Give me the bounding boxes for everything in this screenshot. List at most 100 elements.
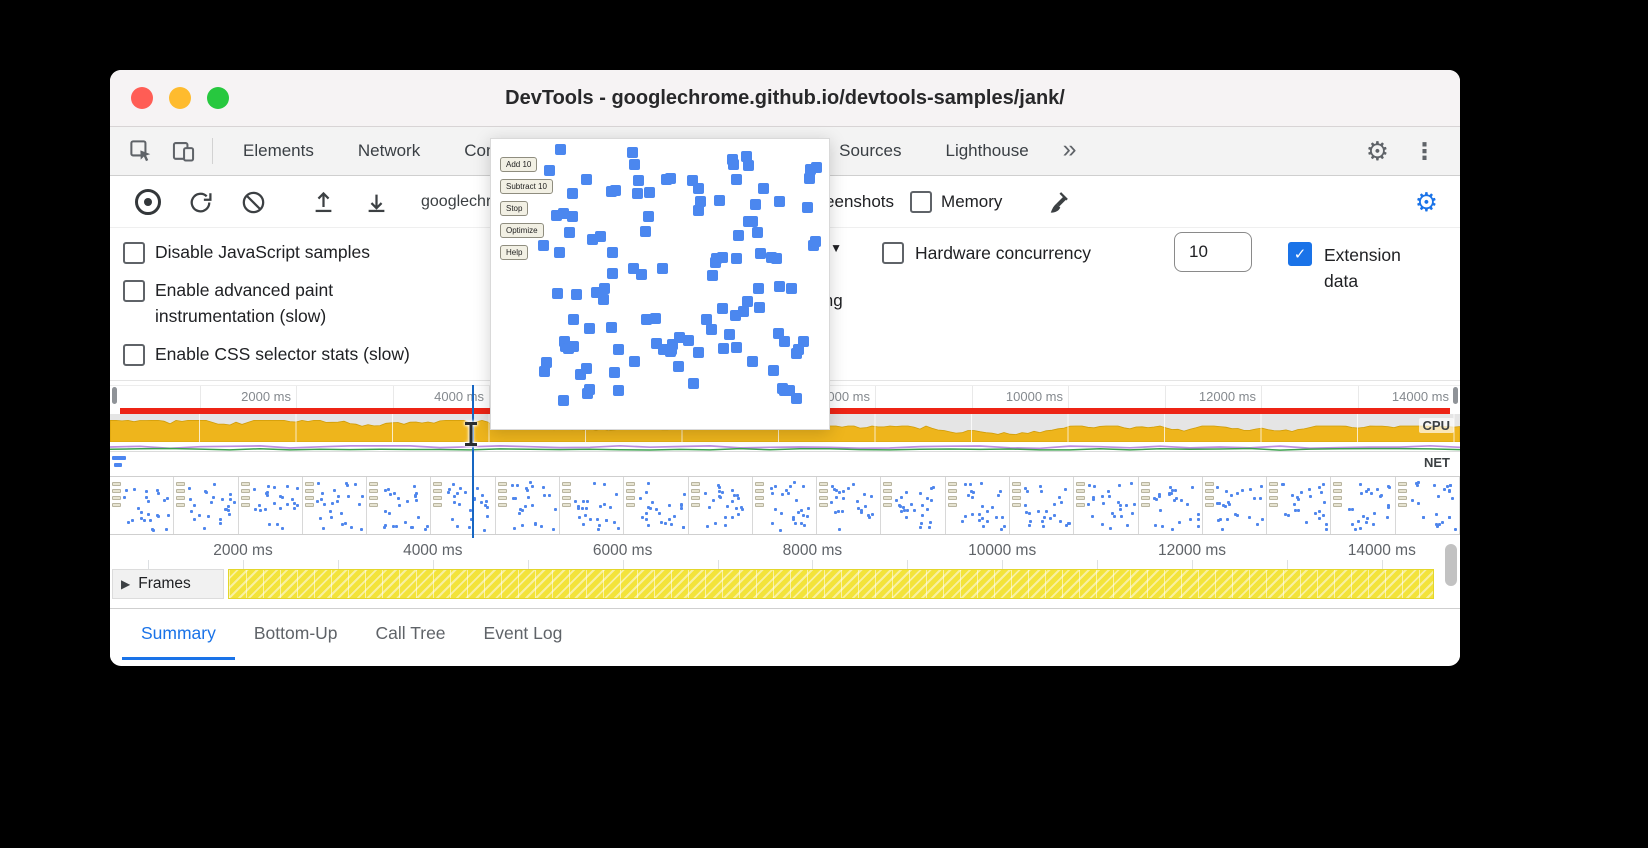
thumbnail-button-stub <box>369 503 379 507</box>
screenshot-thumbnail[interactable] <box>1331 477 1396 534</box>
thumbnail-dot <box>580 507 584 511</box>
partially-presented-frames-bar[interactable] <box>228 569 1434 599</box>
preview-dot <box>752 283 764 295</box>
timeline-playhead[interactable] <box>472 385 474 538</box>
disclosure-triangle-icon[interactable]: ▶ <box>121 577 131 591</box>
zoom-window-button[interactable] <box>207 87 229 109</box>
bottom-tab-call-tree[interactable]: Call Tree <box>375 622 446 643</box>
advanced-paint-label[interactable]: Enable advanced paint instrumentation (s… <box>155 280 334 326</box>
thumbnail-dot <box>384 510 388 514</box>
screenshot-thumbnail[interactable] <box>1074 477 1139 534</box>
screenshot-thumbnail[interactable] <box>817 477 882 534</box>
collect-garbage-icon[interactable] <box>1044 189 1071 216</box>
screenshot-thumbnail[interactable] <box>1202 477 1268 534</box>
capture-settings-gear-icon[interactable]: ⚙ <box>1414 187 1438 217</box>
cpu-track-label: CPU <box>1418 418 1454 433</box>
titlebar[interactable]: DevTools - googlechrome.github.io/devtoo… <box>110 70 1460 127</box>
screenshot-thumbnail[interactable] <box>110 477 175 534</box>
thumbnail-dot <box>1218 502 1222 506</box>
css-selector-stats-checkbox[interactable] <box>123 344 145 366</box>
minimize-window-button[interactable] <box>169 87 191 109</box>
thumbnail-dot <box>1351 522 1355 526</box>
screenshot-thumbnail[interactable] <box>1267 477 1332 534</box>
save-profile-icon[interactable] <box>363 189 390 216</box>
net-overview-track[interactable]: NET <box>110 451 1460 477</box>
close-window-button[interactable] <box>131 87 153 109</box>
preview-button-optimize[interactable]: Optimize <box>500 223 544 238</box>
thumbnail-dot <box>730 488 734 492</box>
tab-sources[interactable]: Sources <box>839 141 902 160</box>
more-panels-icon[interactable]: » <box>1062 135 1077 163</box>
extension-data-checkbox[interactable]: ✓ <box>1288 242 1312 266</box>
overview-right-handle[interactable] <box>1453 387 1458 404</box>
preview-button-stop[interactable]: Stop <box>500 201 529 216</box>
screenshot-thumbnail[interactable] <box>945 477 1010 534</box>
preview-dot <box>706 270 718 282</box>
load-profile-icon[interactable] <box>310 189 337 216</box>
frames-track-header[interactable]: ▶ Frames <box>112 569 224 599</box>
screenshot-thumbnail[interactable] <box>1009 477 1075 534</box>
css-selector-stats-label[interactable]: Enable CSS selector stats (slow) <box>155 344 410 364</box>
bottom-tab-event-log[interactable]: Event Log <box>483 622 563 643</box>
tab-network[interactable]: Network <box>357 141 421 160</box>
thumbnail-button-stub <box>947 489 957 493</box>
screenshot-thumbnail[interactable] <box>367 477 432 534</box>
timeline-ruler[interactable]: 2000 ms 4000 ms 6000 ms 8000 ms 10000 ms 1200… <box>110 535 1460 569</box>
thumbnail-dot <box>586 500 590 504</box>
preview-button-add-10[interactable]: Add 10 <box>500 157 538 172</box>
thumbnail-dot <box>593 481 597 485</box>
thumbnail-dot <box>296 503 300 507</box>
screenshot-thumbnail[interactable] <box>238 477 303 534</box>
memory-label[interactable]: Memory <box>941 192 1003 211</box>
thumbnail-button-stub <box>1011 496 1021 500</box>
customize-devtools-icon[interactable]: ⋮ <box>1413 137 1436 164</box>
thumbnail-dot <box>1309 494 1313 498</box>
extension-data-label[interactable]: Extension data <box>1324 245 1401 291</box>
inspect-element-icon[interactable] <box>124 134 158 168</box>
tab-elements[interactable]: Elements <box>243 141 314 160</box>
vertical-scrollbar-thumb[interactable] <box>1445 544 1457 586</box>
thumbnail-dot <box>1261 517 1265 521</box>
thumbnail-dot <box>863 492 867 496</box>
thumbnail-dot <box>649 506 652 510</box>
hardware-concurrency-label[interactable]: Hardware concurrency <box>915 243 1092 263</box>
screenshot-thumbnail[interactable] <box>302 477 368 534</box>
preview-dot <box>717 252 729 264</box>
bottom-tab-summary[interactable]: Summary <box>122 609 235 660</box>
clear-icon[interactable] <box>240 189 267 216</box>
screenshot-thumbnail[interactable] <box>1138 477 1203 534</box>
advanced-paint-checkbox[interactable] <box>123 280 145 302</box>
screenshot-thumbnail[interactable] <box>559 477 625 534</box>
thumbnail-dot <box>645 490 649 494</box>
ruler-tick <box>199 386 201 409</box>
thumbnail-dot <box>647 506 651 510</box>
screenshot-thumbnail[interactable] <box>752 477 818 534</box>
thumbnail-dot <box>711 498 715 502</box>
screenshot-thumbnail[interactable] <box>495 477 560 534</box>
disable-js-samples-checkbox[interactable] <box>123 242 145 264</box>
hardware-concurrency-input[interactable] <box>1174 232 1252 272</box>
overview-left-handle[interactable] <box>112 387 117 404</box>
record-and-reload-icon[interactable] <box>187 189 214 216</box>
screenshot-thumbnail[interactable] <box>624 477 689 534</box>
screenshot-thumbnail[interactable] <box>1395 477 1460 534</box>
screenshot-thumbnail[interactable] <box>688 477 753 534</box>
memory-checkbox[interactable] <box>910 191 933 213</box>
devtools-settings-gear-icon[interactable]: ⚙ <box>1365 136 1389 166</box>
screenshot-thumbnail[interactable] <box>174 477 239 534</box>
bottom-tab-bottom-up[interactable]: Bottom-Up <box>253 622 338 643</box>
preview-button-subtract-10[interactable]: Subtract 10 <box>500 179 553 194</box>
thumbnail-dot <box>470 517 474 521</box>
preview-dot <box>741 151 753 163</box>
hardware-concurrency-checkbox[interactable] <box>882 242 904 264</box>
tab-lighthouse[interactable]: Lighthouse <box>945 141 1029 160</box>
thumbnail-dot <box>1386 516 1390 520</box>
screenshot-thumbnail[interactable] <box>881 477 946 534</box>
screenshot-thumbnail[interactable] <box>431 477 496 534</box>
thumbnail-dot <box>257 504 261 508</box>
disable-js-samples-label[interactable]: Disable JavaScript samples <box>155 242 370 262</box>
record-icon[interactable] <box>135 189 161 215</box>
preview-button-help[interactable]: Help <box>500 245 529 260</box>
device-toolbar-icon[interactable] <box>166 134 200 168</box>
thumbnail-dot <box>730 516 734 520</box>
